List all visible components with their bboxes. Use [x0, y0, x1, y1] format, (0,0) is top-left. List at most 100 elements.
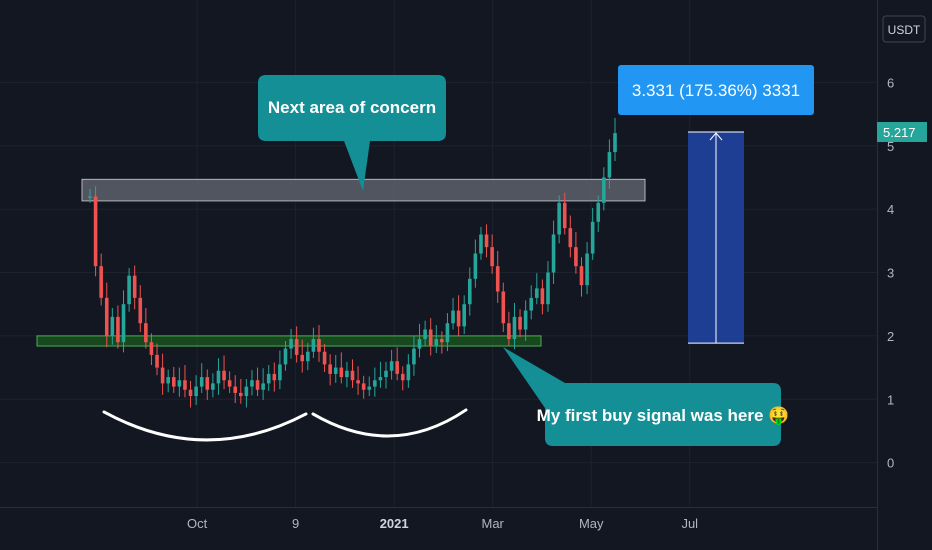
candle-body — [607, 152, 612, 178]
candle-body — [149, 342, 154, 355]
candle-body — [283, 348, 288, 365]
candle-body — [518, 316, 522, 330]
y-tick-label: 6 — [887, 75, 894, 90]
candle-body — [507, 323, 511, 340]
candle-body — [322, 351, 327, 365]
candle-body — [495, 266, 500, 292]
last-price-tag — [877, 122, 927, 143]
candle-body — [551, 234, 556, 273]
candle-body — [110, 316, 115, 336]
candle-body — [171, 377, 176, 387]
candle-body — [423, 329, 427, 340]
candle-body — [183, 380, 187, 390]
candle-body — [93, 196, 98, 267]
candle-body — [289, 339, 293, 349]
currency-label: USDT — [888, 23, 921, 37]
candle-body — [194, 386, 198, 397]
candle-body — [317, 339, 321, 352]
candle-body — [412, 348, 416, 365]
candles — [88, 117, 617, 408]
candle-body — [428, 329, 433, 346]
candle-body — [244, 386, 249, 397]
cup-arc-right — [311, 408, 468, 438]
candle-body — [574, 247, 578, 267]
candle-body — [456, 310, 461, 327]
candle-body — [333, 367, 338, 374]
candle-body — [250, 380, 254, 387]
candle-body — [222, 370, 226, 381]
candle-body — [378, 377, 383, 381]
support-zone[interactable] — [36, 335, 542, 347]
candle-body — [484, 234, 489, 248]
candle-body — [216, 370, 221, 384]
y-tick-label: 0 — [887, 456, 894, 471]
candle-body — [88, 196, 92, 198]
candle-body — [160, 367, 165, 384]
x-tick-label: 9 — [292, 516, 299, 531]
candle-body — [568, 228, 573, 248]
candle-body — [523, 310, 528, 330]
price-levels[interactable] — [36, 178, 646, 347]
candle-body — [596, 202, 601, 222]
candle-body — [350, 370, 355, 381]
candle-body — [311, 339, 316, 352]
candle-body — [238, 392, 243, 397]
candle-body — [278, 364, 282, 381]
candle-body — [535, 288, 539, 298]
x-tick-label: Jul — [681, 516, 698, 531]
candle-body — [562, 202, 567, 229]
candle-body — [300, 354, 305, 362]
cup-arcs — [102, 408, 468, 442]
candle-body — [345, 370, 349, 378]
candle-body — [512, 316, 517, 340]
y-tick-label: 1 — [887, 392, 894, 407]
candle-body — [613, 133, 617, 153]
candle-body — [373, 380, 377, 387]
candle-body — [177, 380, 182, 387]
buy-signal-callout-box[interactable] — [503, 347, 781, 446]
candle-body — [199, 377, 204, 387]
candle-body — [294, 339, 299, 355]
y-tick-label: 4 — [887, 202, 894, 217]
x-tick-label: Mar — [482, 516, 505, 531]
candle-body — [121, 304, 126, 343]
x-tick-label: 2021 — [380, 516, 409, 531]
candle-body — [389, 361, 394, 371]
candle-body — [451, 310, 455, 324]
candle-body — [116, 316, 120, 343]
candle-body — [395, 361, 399, 374]
measure-tool[interactable]: 3.331 (175.36%) 3331 — [618, 65, 814, 344]
candle-body — [356, 380, 360, 384]
candle-body — [417, 339, 422, 349]
candle-body — [473, 253, 478, 279]
candle-body — [306, 351, 310, 362]
candle-body — [211, 383, 215, 390]
candle-body — [367, 386, 372, 390]
candle-body — [272, 373, 277, 381]
candle-body — [127, 275, 131, 305]
resistance-callout-box[interactable] — [258, 75, 446, 191]
candle-body — [546, 272, 550, 305]
currency-badge[interactable] — [882, 15, 926, 43]
candle-body — [384, 370, 388, 378]
candle-body — [132, 275, 137, 298]
candle-body — [590, 221, 595, 254]
candle-body — [261, 383, 265, 390]
callouts[interactable]: Next area of concern My first buy signal … — [258, 75, 789, 446]
candle-body — [462, 304, 467, 327]
candle-body — [602, 177, 606, 203]
candle-body — [266, 373, 271, 384]
candle-body — [445, 323, 450, 343]
candle-body — [99, 266, 103, 298]
measure-label-box[interactable] — [618, 65, 814, 115]
candle-body — [557, 202, 561, 235]
candle-body — [144, 323, 148, 343]
candle-body — [205, 377, 210, 390]
candle-body — [585, 253, 589, 286]
candle-body — [255, 380, 260, 390]
candle-body — [467, 278, 472, 305]
candle-body — [400, 373, 405, 381]
